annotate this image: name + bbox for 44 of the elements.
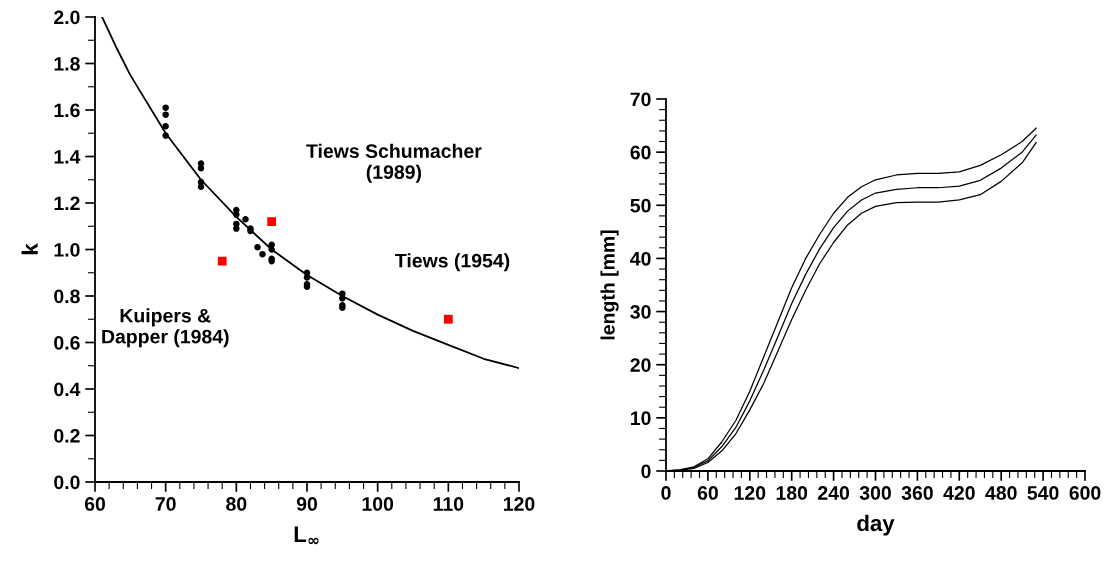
x-tick-label: 420 — [943, 486, 975, 500]
y-tick-label: 0.2 — [54, 428, 80, 443]
x-tick-label: 70 — [155, 497, 176, 511]
x-tick-label: 120 — [504, 497, 535, 511]
y-tick-label: 20 — [630, 358, 651, 372]
y-tick-label: 0.0 — [54, 475, 80, 490]
y-tick-label: 40 — [630, 251, 651, 266]
y-tick-label: 1.0 — [54, 242, 80, 257]
x-axis-title: day — [857, 514, 895, 536]
x-tick-label: 110 — [433, 497, 464, 511]
x-tick-label: 60 — [84, 497, 106, 511]
y-axis-title: length [mm] — [600, 230, 619, 340]
x-tick-label: 120 — [734, 486, 766, 500]
y-tick-label: 0 — [641, 464, 651, 479]
y-tick-label: 60 — [630, 145, 651, 160]
y-tick-label: 50 — [630, 198, 651, 213]
y-tick-label: 1.2 — [54, 196, 80, 211]
x-tick-label: 240 — [818, 486, 850, 500]
y-axis-title: k — [21, 243, 38, 255]
y-tick-label: 1.4 — [54, 150, 81, 164]
y-tick-label: 0.6 — [54, 335, 80, 350]
annotation: Kuipers & Dapper (1984) — [102, 308, 229, 348]
y-tick-label: 1.8 — [54, 56, 80, 71]
x-tick-label: 180 — [776, 486, 808, 500]
x-tick-label: 360 — [901, 486, 933, 500]
x-tick-label: 90 — [296, 497, 318, 511]
y-tick-label: 10 — [631, 411, 651, 426]
x-axis-title: L$_{∞}$ — [294, 526, 319, 545]
x-tick-label: 80 — [226, 497, 247, 511]
x-tick-label: 540 — [1027, 486, 1059, 500]
x-tick-label: 60 — [697, 486, 718, 500]
y-tick-label: 70 — [630, 92, 651, 107]
y-tick-label: 0.4 — [54, 382, 81, 397]
y-tick-label: 30 — [630, 305, 651, 319]
y-tick-label: 1.6 — [54, 103, 80, 118]
x-tick-label: 100 — [362, 497, 394, 511]
x-tick-label: 600 — [1069, 486, 1101, 500]
annotation: Tiews (1954) — [395, 253, 510, 272]
y-tick-label: 2.0 — [54, 10, 80, 25]
annotation: Tiews Schumacher (1989) — [306, 143, 482, 183]
x-tick-label: 480 — [985, 486, 1017, 500]
y-tick-label: 0.8 — [54, 289, 80, 304]
x-tick-label: 300 — [859, 486, 891, 500]
x-tick-label: 0 — [661, 486, 671, 500]
